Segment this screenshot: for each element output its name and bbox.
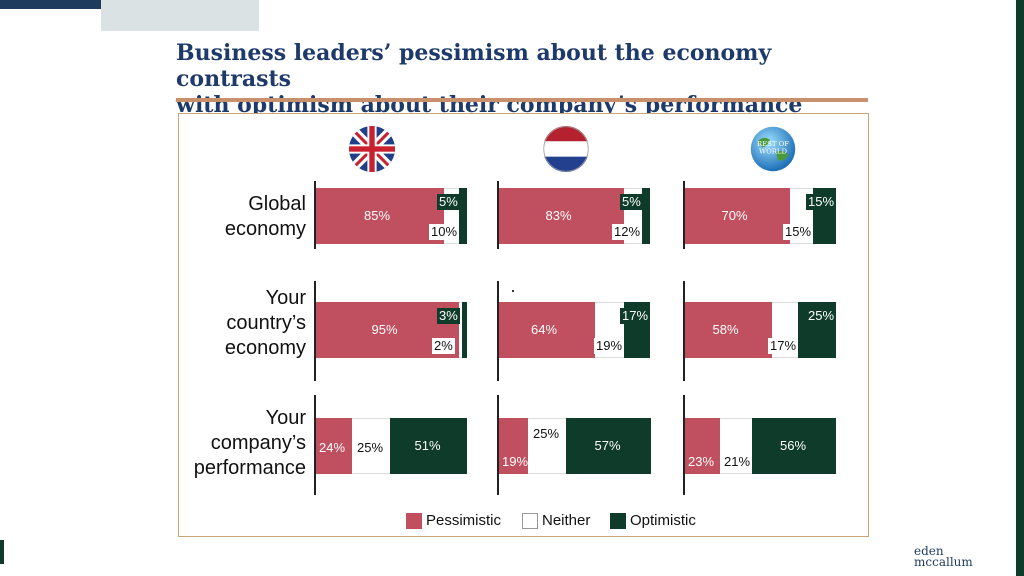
data-label-pessimistic-row-row3: 23%: [688, 454, 715, 469]
data-label-pessimistic-nl-row1: 83%: [545, 208, 572, 223]
slide-title: Business leaders’ pessimism about the ec…: [176, 40, 876, 118]
data-label-pessimistic-nl-row3: 19%: [502, 454, 529, 469]
legend-swatch-neither: [522, 513, 538, 529]
header-navy-bar: [0, 0, 188, 9]
data-label-neither-nl-row2: 19%: [594, 338, 625, 354]
bar-segment-pessimistic-row-row1: [685, 188, 790, 244]
bar-segment-optimistic-nl-row3: [566, 418, 651, 474]
bar-segment-pessimistic-uk-row3: [316, 418, 352, 474]
globe-text-line-1: REST OF: [757, 140, 789, 148]
data-label-pessimistic-uk-row2: 95%: [371, 322, 398, 337]
data-label-neither-uk-row3: 25%: [355, 440, 386, 456]
eden-mccallum-logo: eden mccallum: [914, 544, 973, 569]
bar-segment-pessimistic-nl-row2: [499, 302, 595, 358]
bar-segment-pessimistic-row-row2: [685, 302, 772, 358]
data-label-pessimistic-nl-row2: 64%: [531, 322, 558, 337]
left-edge-bar: [0, 540, 4, 564]
data-label-optimistic-nl-row1: 5%: [620, 194, 643, 210]
row-label-global-economy: Global economy: [224, 193, 306, 240]
axis-nl-row2: [497, 281, 499, 381]
data-label-neither-row-row3: 21%: [722, 454, 753, 470]
rest-of-world-globe-icon: REST OF WORLD: [750, 126, 796, 172]
data-label-pessimistic-uk-row3: 24%: [319, 440, 346, 455]
data-label-pessimistic-row-row1: 70%: [721, 208, 748, 223]
axis-row-row1: [683, 181, 685, 249]
bar-segment-optimistic-row-row3: [752, 418, 836, 474]
data-label-neither-nl-row3: 25%: [531, 426, 562, 442]
bar-segment-neither-uk-row2: [459, 302, 462, 358]
data-label-optimistic-row-row1: 15%: [806, 194, 837, 210]
right-edge-bar: [1016, 0, 1024, 576]
axis-uk-row3: [314, 395, 316, 495]
row-label-country-economy: Your country’s economy: [224, 287, 306, 359]
data-label-optimistic-uk-row2: 3%: [437, 308, 460, 324]
data-label-optimistic-row-row2: 25%: [806, 308, 837, 324]
data-label-neither-row-row2: 17%: [768, 338, 799, 354]
title-line-1: Business leaders’ pessimism about the ec…: [176, 40, 772, 92]
bar-segment-pessimistic-row-row3: [685, 418, 720, 474]
data-label-neither-uk-row1: 10%: [429, 224, 460, 240]
stray-dot: [512, 290, 514, 292]
data-label-optimistic-nl-row3: 57%: [594, 438, 621, 453]
data-label-optimistic-row-row3: 56%: [780, 438, 807, 453]
bar-segment-pessimistic-uk-row1: [316, 188, 444, 244]
axis-nl-row3: [497, 395, 499, 495]
data-label-optimistic-uk-row3: 51%: [414, 438, 441, 453]
bar-segment-optimistic-uk-row2: [462, 302, 467, 358]
uk-flag-icon: [349, 126, 395, 172]
data-label-optimistic-uk-row1: 5%: [437, 194, 460, 210]
data-label-neither-uk-row2: 2%: [432, 338, 455, 354]
axis-uk-row1: [314, 181, 316, 249]
bar-segment-optimistic-uk-row3: [390, 418, 467, 474]
axis-row-row3: [683, 395, 685, 495]
data-label-pessimistic-row-row2: 58%: [712, 322, 739, 337]
data-label-neither-nl-row1: 12%: [612, 224, 643, 240]
data-label-neither-row-row1: 15%: [783, 224, 814, 240]
legend-swatch-optimistic: [610, 513, 626, 529]
axis-row-row2: [683, 281, 685, 381]
bar-segment-optimistic-nl-row1: [642, 188, 650, 244]
data-label-pessimistic-uk-row1: 85%: [364, 208, 391, 223]
axis-nl-row1: [497, 181, 499, 249]
title-underline: [176, 98, 868, 102]
netherlands-flag-icon: [543, 126, 589, 172]
bar-segment-optimistic-uk-row1: [459, 188, 467, 244]
row-label-company-performance: Your company’s performance: [193, 407, 306, 479]
globe-text-line-2: WORLD: [759, 148, 787, 156]
bar-segment-pessimistic-nl-row1: [499, 188, 624, 244]
header-grey-block: [101, 0, 259, 31]
bar-segment-pessimistic-nl-row3: [499, 418, 528, 474]
legend-swatch-pessimistic: [406, 513, 422, 529]
data-label-optimistic-nl-row2: 17%: [620, 308, 651, 324]
axis-uk-row2: [314, 281, 316, 381]
